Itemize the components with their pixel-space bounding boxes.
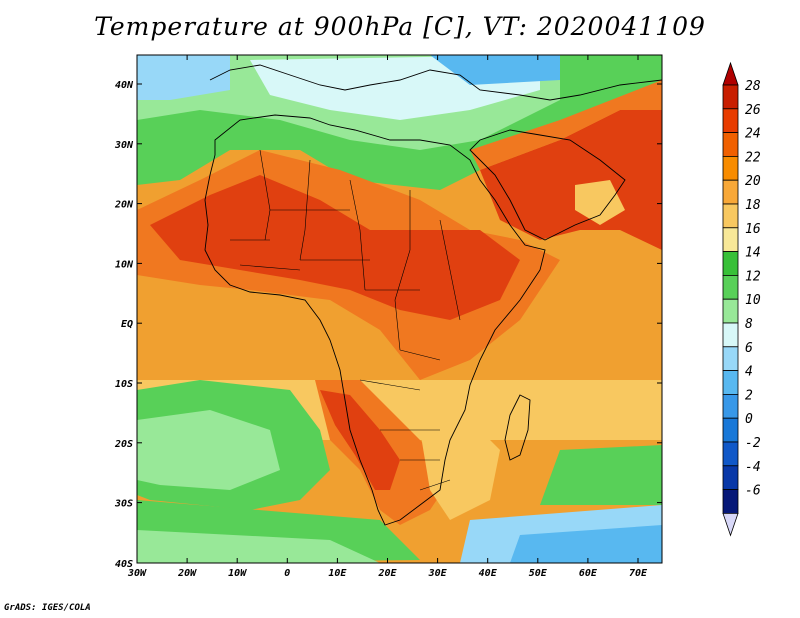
lon-label: 20E — [377, 568, 397, 579]
arabia-coastline — [469, 129, 626, 241]
colorbar-swatch — [722, 322, 739, 348]
colorbar-swatch — [722, 203, 739, 229]
lat-label: 20S — [114, 439, 133, 450]
colorbar-label: 22 — [745, 150, 761, 165]
colorbar-swatch — [722, 274, 739, 300]
colorbar-label: 24 — [745, 127, 761, 142]
colorbar-label: -4 — [745, 460, 761, 475]
lat-label: 10S — [115, 379, 133, 390]
lat-label: EQ — [121, 319, 133, 330]
map-frame — [136, 54, 663, 564]
colorbar-bottom-arrow — [722, 513, 739, 537]
colorbar-label: 14 — [745, 246, 761, 261]
colorbar-swatch — [722, 346, 739, 371]
colorbar-label: 20 — [745, 174, 761, 189]
lon-label: 20W — [177, 568, 197, 579]
colorbar-label: 10 — [745, 293, 761, 308]
lat-label: 40S — [115, 559, 133, 570]
colorbar-label: 18 — [745, 198, 761, 213]
colorbar-swatch — [722, 132, 739, 157]
coastlines — [204, 64, 662, 526]
colorbar-label: 8 — [745, 317, 753, 332]
east-africa-mild — [420, 420, 500, 520]
southern-africa-hot — [320, 390, 400, 490]
colorbar-swatch — [722, 108, 739, 134]
colorbar-swatch — [722, 155, 739, 181]
colorbar-top-arrow — [722, 61, 739, 86]
colorbar-swatch — [722, 489, 739, 514]
lon-label: 0 — [284, 568, 290, 579]
lat-label: 20N — [114, 200, 134, 211]
colorbar-swatch — [722, 251, 739, 276]
temperature-field — [137, 55, 662, 563]
africa-coastline — [204, 114, 546, 526]
colorbar-swatch — [722, 393, 739, 419]
colorbar-swatch — [722, 227, 739, 253]
lon-label: 70E — [629, 568, 648, 579]
arabia-mild-zone — [575, 180, 625, 225]
lon-label: 40E — [479, 568, 498, 579]
lon-label: 60E — [579, 568, 598, 579]
colorbar-label: -6 — [745, 484, 761, 499]
south-atlantic-light-zone — [137, 410, 280, 490]
south-band-light — [137, 530, 380, 563]
lon-label: 10W — [228, 568, 247, 579]
colorbar-swatch — [722, 370, 739, 395]
black-sea-blue — [430, 55, 560, 85]
colorbar-swatch — [722, 298, 739, 324]
colorbar-swatch — [722, 441, 739, 467]
colorbar-label: 2 — [745, 388, 753, 403]
colorbar-label: 0 — [745, 412, 753, 427]
europe-coastline — [209, 64, 662, 101]
colorbar-label: -2 — [745, 436, 761, 451]
arabia-warm-zone — [470, 80, 662, 170]
lon-label: 30E — [428, 568, 448, 579]
colorbar-swatch — [722, 84, 739, 110]
page-title: Temperature at 900hPa [C], VT: 202004110… — [94, 12, 706, 41]
colorbar-label: 12 — [745, 269, 761, 284]
colorbar-swatch — [722, 417, 739, 443]
country-borders — [230, 149, 461, 491]
south-indian-cool — [540, 445, 662, 505]
lat-label: 40N — [115, 80, 134, 91]
credit-label: GrADS: IGES/COLA — [4, 603, 91, 613]
colorbar-label: 28 — [745, 79, 761, 94]
colorbar-swatch — [722, 465, 739, 490]
colorbar-label: 26 — [745, 103, 761, 118]
colorbar-swatch — [722, 179, 739, 205]
lon-label: 50E — [529, 568, 548, 579]
south-ocean-deep-blue — [510, 525, 662, 563]
colorbar-label: 6 — [745, 341, 753, 356]
lon-label: 30W — [127, 568, 147, 579]
colorbar-label: 16 — [745, 222, 761, 237]
lat-label: 30N — [114, 140, 134, 151]
sahel-hot-zone — [150, 175, 520, 320]
latitude-axis: 40N 30N 20N 10N EQ 10S 20S 30S 40S — [114, 80, 662, 570]
lat-label: 30S — [114, 499, 133, 510]
lon-label: 10E — [328, 568, 347, 579]
lat-label: 10N — [115, 259, 134, 270]
colorbar-label: 4 — [745, 365, 753, 380]
longitude-axis: 30W 20W 10W 0 10E 20E 30E 40E 50E 60E 70E — [127, 55, 648, 579]
north-atlantic-blue — [137, 55, 230, 100]
madagascar — [504, 394, 531, 461]
